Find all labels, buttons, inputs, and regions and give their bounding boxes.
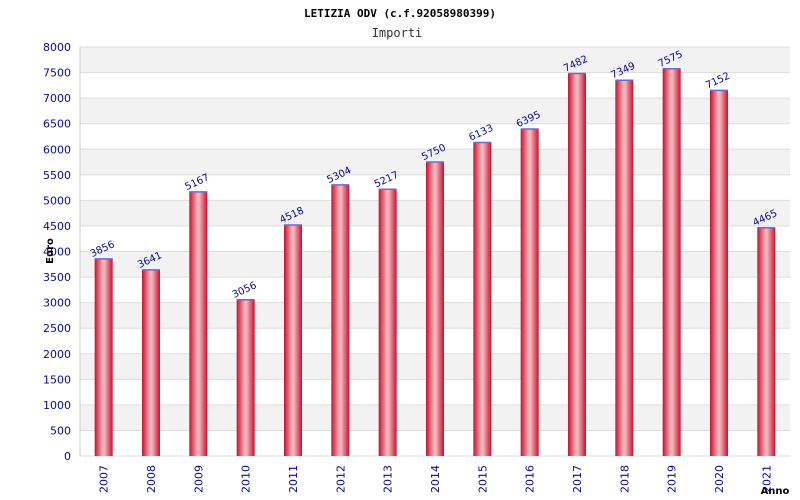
x-axis-ticks: 2007 2008 2009 2010 2011 2012 2013 2014 2015 2016…	[98, 465, 774, 493]
bar	[710, 90, 728, 456]
data-label: 5167	[183, 172, 211, 193]
y-tick-label: 5500	[43, 169, 71, 182]
bar	[189, 191, 208, 456]
y-tick-label: 0	[64, 450, 71, 463]
y-tick-label: 5000	[43, 194, 71, 207]
y-tick-label: 3000	[43, 297, 71, 310]
x-tick-label: 2021	[760, 465, 773, 493]
bar	[284, 225, 302, 456]
bar	[94, 258, 113, 456]
bar	[378, 189, 397, 456]
x-tick-label: 2011	[287, 465, 300, 493]
bar	[142, 269, 160, 456]
x-tick-label: 2015	[476, 465, 489, 493]
y-tick-label: 1000	[43, 399, 71, 412]
y-tick-label: 4000	[43, 246, 71, 259]
y-tick-label: 8000	[43, 41, 71, 54]
data-label: 3056	[231, 280, 259, 301]
data-label: 7152	[704, 71, 732, 92]
y-tick-label: 2000	[43, 348, 71, 361]
y-tick-label: 2500	[43, 322, 71, 335]
x-tick-label: 2017	[571, 465, 584, 493]
y-tick-label: 4500	[43, 220, 71, 233]
bar	[757, 227, 776, 456]
x-tick-label: 2007	[98, 465, 111, 493]
bar	[331, 184, 350, 456]
x-tick-label: 2020	[713, 465, 726, 493]
chart-title: LETIZIA ODV (c.f.92058980399)	[304, 7, 496, 20]
x-tick-label: 2014	[429, 465, 442, 493]
y-tick-label: 6500	[43, 118, 71, 131]
x-tick-label: 2012	[334, 465, 347, 493]
y-tick-label: 1500	[43, 373, 71, 386]
y-tick-label: 500	[50, 424, 71, 437]
x-tick-label: 2013	[382, 465, 395, 493]
bar	[568, 73, 586, 456]
grid-band	[80, 47, 790, 73]
bar	[236, 299, 255, 456]
y-tick-label: 3500	[43, 271, 71, 284]
x-axis-label: Anno	[761, 486, 790, 497]
x-tick-label: 2010	[240, 465, 253, 493]
data-label: 6133	[467, 123, 495, 144]
x-tick-label: 2008	[145, 465, 158, 493]
y-tick-label: 7000	[43, 92, 71, 105]
bar	[473, 142, 492, 456]
bar	[662, 68, 681, 457]
y-tick-label: 6000	[43, 143, 71, 156]
bar	[426, 162, 444, 456]
y-tick-label: 7500	[43, 67, 71, 80]
bars	[94, 67, 776, 457]
x-tick-label: 2009	[192, 465, 205, 493]
x-tick-label: 2018	[618, 465, 631, 493]
bar	[615, 80, 634, 456]
x-tick-label: 2019	[666, 465, 679, 493]
x-tick-label: 2016	[524, 465, 537, 493]
y-axis-ticks: 0 500 1000 1500 2000 2500 3000 3500 4000 4500 5000…	[43, 41, 71, 463]
chart-subtitle: Importi	[372, 26, 423, 40]
bar	[520, 129, 539, 457]
y-axis-label: Euro	[45, 238, 56, 264]
grid-band	[80, 98, 790, 124]
